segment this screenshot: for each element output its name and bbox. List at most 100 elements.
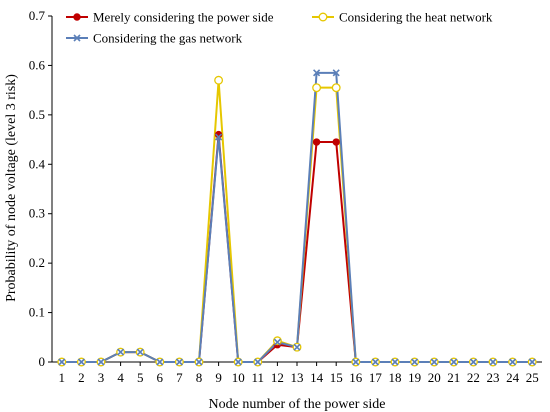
data-point bbox=[411, 358, 419, 366]
y-tick-label: 0.4 bbox=[29, 156, 46, 171]
data-point bbox=[272, 336, 282, 346]
x-tick-label: 10 bbox=[232, 370, 245, 385]
data-point bbox=[509, 358, 517, 366]
data-point bbox=[489, 358, 497, 366]
x-tick-label: 12 bbox=[271, 370, 284, 385]
series-line bbox=[61, 80, 533, 363]
series-3 bbox=[61, 71, 533, 363]
data-point bbox=[117, 348, 125, 356]
data-point bbox=[293, 343, 301, 351]
legend-entry-3: Considering the gas network bbox=[66, 31, 243, 46]
x-tick-label: 17 bbox=[369, 370, 383, 385]
x-tick-label: 14 bbox=[310, 370, 324, 385]
marker-stroke bbox=[371, 358, 379, 366]
marker-stroke bbox=[391, 358, 399, 366]
legend-label: Considering the heat network bbox=[339, 10, 493, 25]
x-tick-label: 5 bbox=[137, 370, 144, 385]
y-tick-label: 0.3 bbox=[29, 206, 45, 221]
legend-label: Considering the gas network bbox=[93, 31, 243, 46]
y-tick-label: 0 bbox=[39, 354, 46, 369]
data-point bbox=[97, 358, 105, 366]
marker-stroke bbox=[97, 358, 105, 366]
marker-stroke bbox=[469, 358, 477, 366]
data-point bbox=[156, 358, 164, 366]
marker-stroke bbox=[352, 358, 360, 366]
data-point bbox=[136, 348, 144, 356]
axes: 00.10.20.30.40.50.60.71 2 3 4 5 6 7 8 9 10 11 12 13 1… bbox=[29, 8, 542, 385]
data-point bbox=[332, 69, 340, 77]
x-tick-label: 8 bbox=[196, 370, 203, 385]
legend-label: Merely considering the power side bbox=[93, 10, 274, 25]
series-line bbox=[61, 71, 533, 363]
x-tick-label: 15 bbox=[330, 370, 343, 385]
data-point bbox=[312, 83, 322, 93]
marker-stroke bbox=[234, 358, 242, 366]
x-tick-label: 22 bbox=[467, 370, 480, 385]
x-tick-label: 16 bbox=[349, 370, 363, 385]
y-tick-label: 0.2 bbox=[29, 255, 45, 270]
series-group bbox=[57, 69, 537, 367]
marker-stroke bbox=[273, 338, 281, 346]
y-tick-label: 0.7 bbox=[29, 8, 46, 23]
x-tick-label: 23 bbox=[487, 370, 500, 385]
y-tick-label: 0.6 bbox=[29, 57, 46, 72]
marker-stroke bbox=[430, 358, 438, 366]
x-tick-label: 24 bbox=[506, 370, 520, 385]
marker-stroke bbox=[528, 358, 536, 366]
x-tick-label: 7 bbox=[176, 370, 183, 385]
data-point bbox=[214, 75, 224, 85]
marker-stroke bbox=[58, 358, 66, 366]
data-point bbox=[450, 358, 458, 366]
marker-stroke bbox=[450, 358, 458, 366]
legend-entry-1: Merely considering the power side bbox=[66, 10, 274, 25]
data-point bbox=[371, 358, 379, 366]
marker-stroke bbox=[73, 34, 81, 42]
x-tick-label: 21 bbox=[447, 370, 460, 385]
series-2-markers bbox=[57, 75, 537, 367]
data-point bbox=[332, 138, 340, 146]
series-1-markers bbox=[58, 130, 536, 366]
x-tick-label: 1 bbox=[59, 370, 66, 385]
legend: Merely considering the power side Conside… bbox=[66, 10, 493, 46]
y-tick-label: 0.1 bbox=[29, 305, 45, 320]
marker-stroke bbox=[136, 348, 144, 356]
x-tick-label: 13 bbox=[291, 370, 304, 385]
marker-stroke bbox=[411, 358, 419, 366]
data-point bbox=[58, 358, 66, 366]
marker-stroke bbox=[77, 358, 85, 366]
legend-marker bbox=[318, 12, 328, 22]
data-point bbox=[234, 358, 242, 366]
x-tick-label: 25 bbox=[526, 370, 539, 385]
x-axis-title: Node number of the power side bbox=[209, 397, 386, 412]
y-axis-title: Probability of node voltage (level 3 ris… bbox=[4, 74, 19, 302]
legend-marker bbox=[73, 13, 81, 21]
x-tick-label: 18 bbox=[389, 370, 402, 385]
marker-stroke bbox=[293, 343, 301, 351]
marker-stroke bbox=[175, 358, 183, 366]
series-line bbox=[61, 134, 533, 363]
data-point bbox=[312, 138, 321, 146]
data-point bbox=[391, 358, 399, 366]
x-tick-label: 3 bbox=[98, 370, 105, 385]
data-point bbox=[195, 358, 203, 366]
data-point bbox=[430, 358, 438, 366]
series-2 bbox=[61, 80, 533, 363]
marker-stroke bbox=[156, 358, 164, 366]
legend-marker bbox=[73, 34, 81, 42]
data-point bbox=[215, 133, 223, 141]
data-point bbox=[331, 83, 341, 93]
data-point bbox=[469, 358, 477, 366]
marker-stroke bbox=[313, 69, 321, 77]
x-tick-label: 20 bbox=[428, 370, 441, 385]
x-tick-label: 2 bbox=[78, 370, 85, 385]
data-point bbox=[175, 358, 183, 366]
legend-entry-2: Considering the heat network bbox=[312, 10, 493, 25]
marker-stroke bbox=[195, 358, 203, 366]
data-point bbox=[313, 69, 321, 77]
data-point bbox=[77, 358, 85, 366]
series-1 bbox=[61, 134, 533, 363]
marker-stroke bbox=[489, 358, 497, 366]
series-3-markers bbox=[58, 69, 536, 366]
x-tick-label: 6 bbox=[157, 370, 164, 385]
